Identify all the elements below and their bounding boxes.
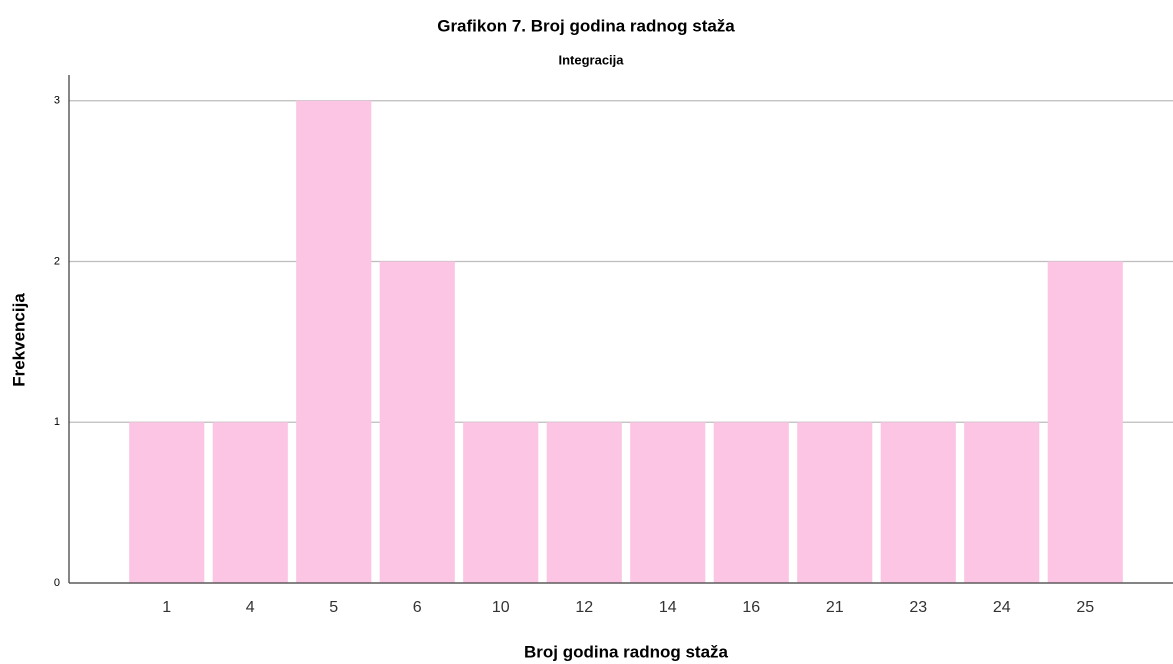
x-tick-label: 12 (575, 599, 593, 616)
bar (212, 422, 288, 583)
y-tick-label: 1 (54, 416, 60, 428)
y-tick-label: 0 (54, 577, 60, 589)
x-tick-label: 10 (492, 599, 510, 616)
y-tick-label: 3 (54, 95, 60, 107)
y-tick-label: 2 (54, 255, 60, 267)
x-tick-label: 21 (826, 599, 844, 616)
x-tick-label: 6 (413, 599, 422, 616)
bar (630, 422, 706, 583)
bar (964, 422, 1040, 583)
x-tick-label: 24 (993, 599, 1011, 616)
bar (713, 422, 789, 583)
bar (463, 422, 539, 583)
bar (880, 422, 956, 583)
x-tick-label: 25 (1076, 599, 1094, 616)
bar (296, 100, 372, 583)
x-tick-label: 14 (659, 599, 677, 616)
chart-subtitle: Integracija (558, 52, 624, 67)
bar (379, 261, 455, 583)
x-tick-label: 16 (742, 599, 760, 616)
bar (1047, 261, 1123, 583)
y-axis-title: Frekvencija (9, 293, 28, 387)
x-tick-label: 1 (162, 599, 171, 616)
x-axis-title: Broj godina radnog staža (524, 642, 729, 661)
x-tick-label: 5 (329, 599, 338, 616)
x-tick-label: 4 (246, 599, 255, 616)
bar (546, 422, 622, 583)
bar (129, 422, 205, 583)
bar (797, 422, 873, 583)
x-tick-label: 23 (909, 599, 927, 616)
chart-title: Grafikon 7. Broj godina radnog staža (437, 16, 735, 35)
